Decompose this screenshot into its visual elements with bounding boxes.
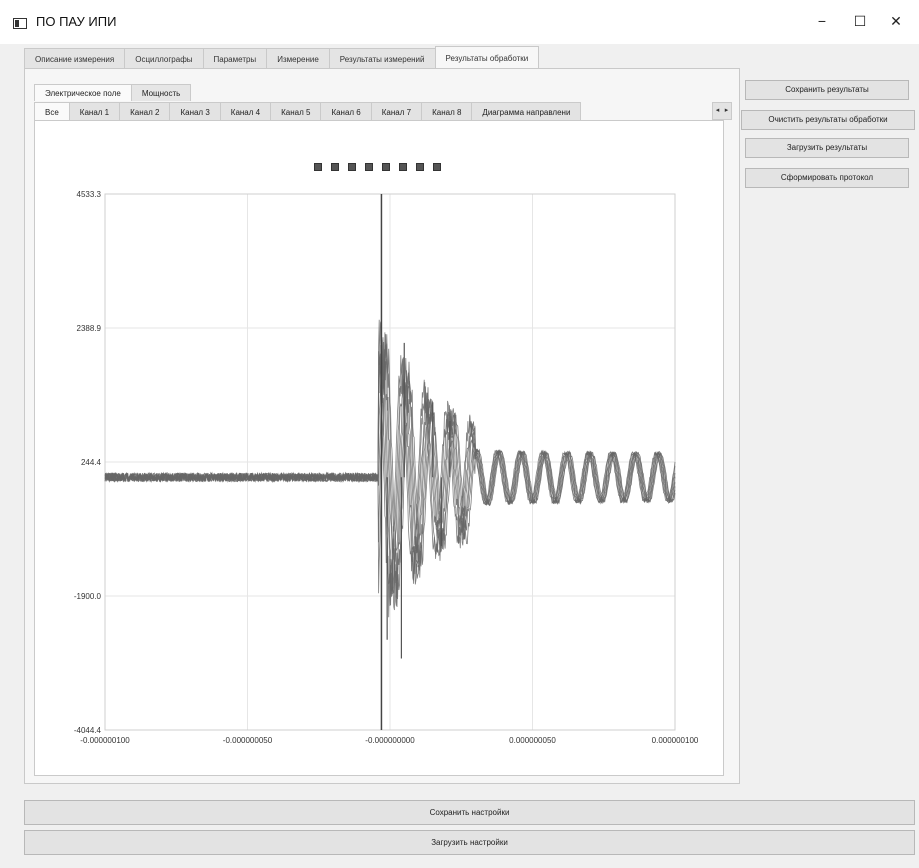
tab-channel-8[interactable]: Канал 8	[421, 102, 473, 121]
make-report-button[interactable]: Сформировать протокол	[745, 168, 909, 188]
chart-legend	[314, 163, 450, 171]
legend-marker[interactable]	[416, 163, 424, 171]
x-tick-label: -0.000000100	[80, 736, 130, 745]
tab-measurement[interactable]: Измерение	[266, 48, 330, 69]
x-tick-label: 0.000000050	[509, 736, 556, 745]
x-tick-label: 0.000000100	[652, 736, 699, 745]
series-line	[104, 351, 676, 618]
main-tab-bar: Описание измерения Осциллографы Параметр…	[24, 46, 540, 69]
y-tick-label: -4044.4	[74, 726, 102, 735]
tab-channel-7[interactable]: Канал 7	[370, 102, 423, 121]
tab-oscilloscopes[interactable]: Осциллографы	[124, 48, 204, 69]
tab-channel-5[interactable]: Канал 5	[270, 102, 322, 121]
channel-tab-bar: Все Канал 1 Канал 2 Канал 3 Канал 4 Кана…	[34, 102, 724, 121]
tab-description[interactable]: Описание измерения	[24, 48, 126, 69]
tab-power[interactable]: Мощность	[130, 84, 192, 101]
plot-area: 4533.3 2388.9 244.4 -1900.0 -4044.4 -0.000000…	[34, 120, 724, 776]
sub-tab-bar: Электрическое поле Мощность	[34, 84, 192, 101]
save-settings-button[interactable]: Сохранить настройки	[24, 800, 915, 825]
minimize-button[interactable]: −	[817, 13, 827, 29]
scroll-right-icon[interactable]: ▸	[724, 107, 729, 114]
y-tick-label: -1900.0	[74, 592, 102, 601]
tab-processing-results[interactable]: Результаты обработки	[434, 46, 540, 69]
y-tick-label: 244.4	[81, 458, 102, 467]
tab-electric-field[interactable]: Электрическое поле	[34, 84, 132, 101]
tab-channel-4[interactable]: Канал 4	[219, 102, 272, 121]
tab-direction-diagram[interactable]: Диаграмма направлени	[471, 102, 582, 121]
app-icon	[13, 18, 27, 29]
legend-marker[interactable]	[399, 163, 407, 171]
legend-marker[interactable]	[382, 163, 390, 171]
window-title: ПО ПАУ ИПИ	[36, 14, 117, 29]
tab-channel-2[interactable]: Канал 2	[119, 102, 171, 121]
tab-parameters[interactable]: Параметры	[202, 48, 268, 69]
legend-marker[interactable]	[433, 163, 441, 171]
legend-marker[interactable]	[314, 163, 322, 171]
legend-marker[interactable]	[331, 163, 339, 171]
tab-channel-6[interactable]: Канал 6	[320, 102, 372, 121]
scroll-left-icon[interactable]: ◂	[715, 107, 720, 114]
channel-tab-scroller: ◂ ▸	[712, 102, 732, 120]
x-tick-label: -0.000000050	[223, 736, 273, 745]
electric-field-chart[interactable]: 4533.32388.9244.4-1900.0-4044.4-0.000000…	[35, 121, 725, 777]
load-settings-button[interactable]: Загрузить настройки	[24, 830, 915, 855]
legend-marker[interactable]	[348, 163, 356, 171]
tab-channel-3[interactable]: Канал 3	[169, 102, 221, 121]
x-tick-label: -0.000000000	[365, 736, 415, 745]
tab-measurement-results[interactable]: Результаты измерений	[328, 48, 436, 69]
legend-marker[interactable]	[365, 163, 373, 171]
save-results-button[interactable]: Сохранить результаты	[745, 80, 909, 100]
y-tick-label: 2388.9	[77, 324, 102, 333]
tab-channel-1[interactable]: Канал 1	[68, 102, 121, 121]
y-tick-label: 4533.3	[77, 190, 102, 199]
title-bar: ПО ПАУ ИПИ − ☐ ✕	[0, 0, 919, 44]
maximize-button[interactable]: ☐	[853, 13, 867, 29]
tab-channel-all[interactable]: Все	[34, 102, 70, 121]
close-button[interactable]: ✕	[890, 13, 902, 29]
clear-results-button[interactable]: Очистить результаты обработки	[741, 110, 915, 130]
load-results-button[interactable]: Загрузить результаты	[745, 138, 909, 158]
